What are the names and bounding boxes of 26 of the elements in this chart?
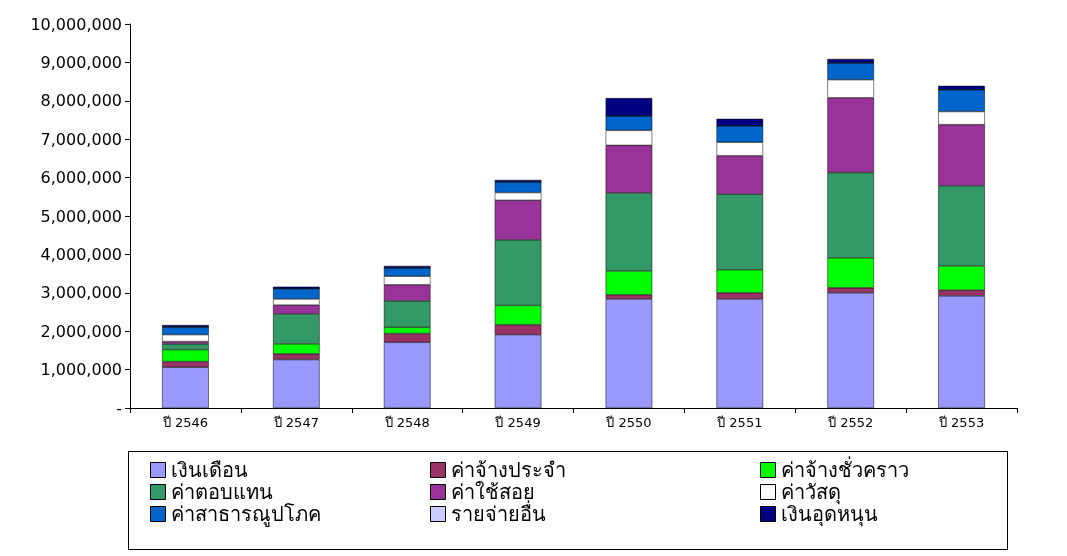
y-tick-label: 4,000,000 xyxy=(40,244,122,264)
x-tick-label: ปี 2553 xyxy=(937,415,985,430)
y-tick-label: 10,000,000 xyxy=(30,14,122,34)
legend-label: รายจ่ายอื่น xyxy=(450,500,546,526)
x-tick-label: ปี 2548 xyxy=(383,415,430,430)
x-tick-label: ปี 2550 xyxy=(605,415,652,430)
y-tick-label: 3,000,000 xyxy=(40,283,122,303)
legend-label: ค่าวัสดุ xyxy=(780,480,841,505)
legend-label: ค่าตอบแทน xyxy=(170,480,273,504)
y-tick-label: 8,000,000 xyxy=(40,91,122,111)
x-tick-label: ปี 2551 xyxy=(716,415,763,430)
y-tick-label: 1,000,000 xyxy=(40,360,122,380)
y-tick-label: - xyxy=(116,398,122,418)
legend-label: เงินเดือน xyxy=(170,458,248,482)
x-tick-label: ปี 2549 xyxy=(494,415,541,430)
legend-label: ค่าจ้างชั่วคราว xyxy=(780,456,909,482)
y-tick-label: 2,000,000 xyxy=(40,321,122,341)
y-tick-label: 5,000,000 xyxy=(40,206,122,226)
y-tick-label: 6,000,000 xyxy=(40,168,122,188)
y-tick-label: 7,000,000 xyxy=(40,129,122,149)
legend-label: ค่าสาธารณูปโภค xyxy=(170,502,321,527)
x-tick-label: ปี 2547 xyxy=(272,415,319,430)
y-tick-label: 9,000,000 xyxy=(40,52,122,72)
x-tick-label: ปี 2546 xyxy=(161,415,209,430)
x-tick-label: ปี 2552 xyxy=(827,415,874,430)
legend-label: ค่าจ้างประจำ xyxy=(450,458,566,482)
